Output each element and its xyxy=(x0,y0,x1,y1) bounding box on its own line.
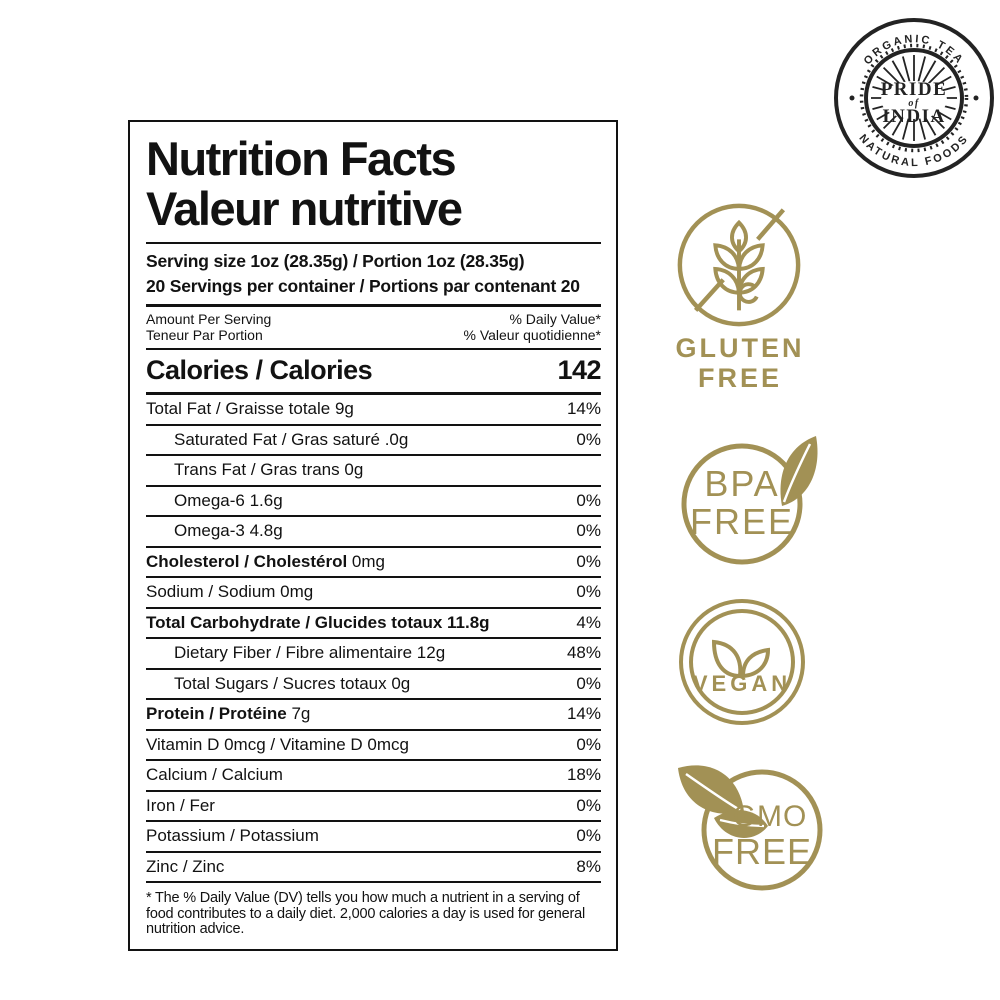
servings-per-container: 20 Servings per container / Portions par… xyxy=(146,276,580,296)
divider xyxy=(146,242,601,244)
nutrient-daily-value: 0% xyxy=(576,551,601,571)
nutrient-name: Cholesterol / Cholestérol 0mg xyxy=(146,551,385,571)
nutrient-daily-value: 0% xyxy=(576,734,601,754)
nutrient-row: Iron / Fer 0% xyxy=(146,792,601,822)
nutrient-name: Trans Fat / Gras trans 0g xyxy=(174,460,364,480)
gluten-free-badge xyxy=(670,196,808,334)
nutrient-daily-value: 14% xyxy=(566,399,601,419)
nutrient-name: Saturated Fat / Gras saturé .0g xyxy=(174,429,409,449)
bpa-text: BPA xyxy=(704,463,779,504)
nutrient-daily-value: 0% xyxy=(576,521,601,541)
wheat-icon xyxy=(713,219,765,311)
divider xyxy=(146,304,601,307)
nutrient-daily-value: 0% xyxy=(576,673,601,693)
nutrient-daily-value: 0% xyxy=(576,490,601,510)
nutrient-row: Protein / Protéine 7g 14% xyxy=(146,700,601,731)
slash-icon xyxy=(693,208,786,312)
nutrient-name: Sodium / Sodium 0mg xyxy=(146,582,314,602)
vegan-badge: VEGAN xyxy=(676,596,808,728)
serving-size: Serving size 1oz (28.35g) / Portion 1oz … xyxy=(146,251,525,271)
ring-dot-left xyxy=(849,95,855,101)
nutrient-name: Zinc / Zinc xyxy=(146,856,225,876)
ring-dot-right xyxy=(973,95,979,101)
nutrient-row: Calcium / Calcium 18% xyxy=(146,761,601,792)
nutrient-daily-value: 48% xyxy=(566,643,601,663)
nutrition-facts-label: Nutrition Facts Valeur nutritive Serving… xyxy=(128,120,618,951)
nutrient-name: Omega-3 4.8g xyxy=(174,521,283,541)
amount-per-serving-block: Amount Per Serving Teneur Par Portion % … xyxy=(146,307,601,348)
leaves-icon xyxy=(711,639,771,679)
divider xyxy=(146,392,601,395)
nutrient-daily-value: 0% xyxy=(576,429,601,449)
nutrient-name: Protein / Protéine 7g xyxy=(146,704,311,724)
calories-label: Calories / Calories xyxy=(146,355,373,385)
divider xyxy=(146,348,601,350)
nutrient-daily-value: 8% xyxy=(576,856,601,876)
brand-logo: ORGANIC TEA NATURAL FOODS PRIDE of INDIA xyxy=(830,14,998,187)
nutrient-name: Total Fat / Graisse totale 9g xyxy=(146,399,354,419)
nutrient-daily-value: 14% xyxy=(566,704,601,724)
nutrient-name: Dietary Fiber / Fibre alimentaire 12g xyxy=(174,643,446,663)
nutrient-daily-value: 0% xyxy=(576,582,601,602)
nutrient-rows: Total Fat / Graisse totale 9g 14% Satura… xyxy=(146,395,601,883)
gluten-free-label: GLUTEN FREE xyxy=(655,333,825,393)
logo-india-text: INDIA xyxy=(882,106,945,127)
nutrient-row: Dietary Fiber / Fibre alimentaire 12g 48… xyxy=(146,639,601,670)
nutrient-name: Omega-6 1.6g xyxy=(174,490,283,510)
nutrient-name: Total Carbohydrate / Glucides totaux 11.… xyxy=(146,612,490,632)
calories-value: 142 xyxy=(557,355,601,385)
leaf-icon xyxy=(780,436,818,506)
label-title-fr: Valeur nutritive xyxy=(146,182,463,235)
amount-per-serving-en: Amount Per Serving xyxy=(146,311,272,327)
nutrient-row: Total Fat / Graisse totale 9g 14% xyxy=(146,395,601,426)
nutrient-name: Potassium / Potassium xyxy=(146,826,319,846)
nutrient-row: Omega-3 4.8g 0% xyxy=(146,517,601,548)
label-title-en: Nutrition Facts xyxy=(146,132,457,185)
vegan-text: VEGAN xyxy=(693,671,791,696)
nutrient-row: Total Sugars / Sucres totaux 0g 0% xyxy=(146,670,601,700)
nutrient-daily-value: 0% xyxy=(576,795,601,815)
gear-ring xyxy=(859,43,969,153)
no-gluten-icon xyxy=(677,203,801,327)
nutrient-row: Trans Fat / Gras trans 0g xyxy=(146,456,601,487)
daily-value-fr: % Valeur quotidienne* xyxy=(463,327,601,343)
gmo-text: GMO xyxy=(733,800,808,833)
nutrient-daily-value: 4% xyxy=(576,612,601,632)
gluten-free-line1: GLUTEN xyxy=(675,333,805,363)
nutrient-row: Cholesterol / Cholestérol 0mg 0% xyxy=(146,548,601,578)
daily-value-footnote: * The % Daily Value (DV) tells you how m… xyxy=(146,890,586,937)
bpa-free-text: FREE xyxy=(690,501,794,542)
gluten-free-line2: FREE xyxy=(697,363,782,393)
amount-per-serving-fr: Teneur Par Portion xyxy=(146,327,263,343)
nutrient-name: Iron / Fer xyxy=(146,795,215,815)
logo-of-text: of xyxy=(908,98,920,109)
nutrient-row: Total Carbohydrate / Glucides totaux 11.… xyxy=(146,609,601,639)
nutrient-row: Omega-6 1.6g 0% xyxy=(146,487,601,517)
leaves-icon xyxy=(678,765,768,838)
nutrient-row: Potassium / Potassium 0% xyxy=(146,822,601,853)
nutrient-name: Vitamin D 0mcg / Vitamine D 0mcg xyxy=(146,734,409,754)
calories-row: Calories / Calories 142 xyxy=(146,350,601,392)
nutrient-row: Vitamin D 0mcg / Vitamine D 0mcg 0% xyxy=(146,731,601,761)
nutrient-daily-value: 18% xyxy=(566,765,601,785)
nutrient-row: Saturated Fat / Gras saturé .0g 0% xyxy=(146,426,601,456)
daily-value-en: % Daily Value* xyxy=(509,311,601,327)
nutrient-daily-value: 0% xyxy=(576,826,601,846)
gmo-free-badge: GMO FREE xyxy=(662,758,832,900)
logo-pride-text: PRIDE xyxy=(881,79,948,100)
gmo-free-text: FREE xyxy=(712,831,812,872)
bpa-free-badge: BPA FREE xyxy=(672,424,822,574)
nutrient-name: Total Sugars / Sucres totaux 0g xyxy=(174,673,411,693)
nutrient-row: Sodium / Sodium 0mg 0% xyxy=(146,578,601,609)
nutrient-name: Calcium / Calcium xyxy=(146,765,283,785)
nutrient-row: Zinc / Zinc 8% xyxy=(146,853,601,883)
